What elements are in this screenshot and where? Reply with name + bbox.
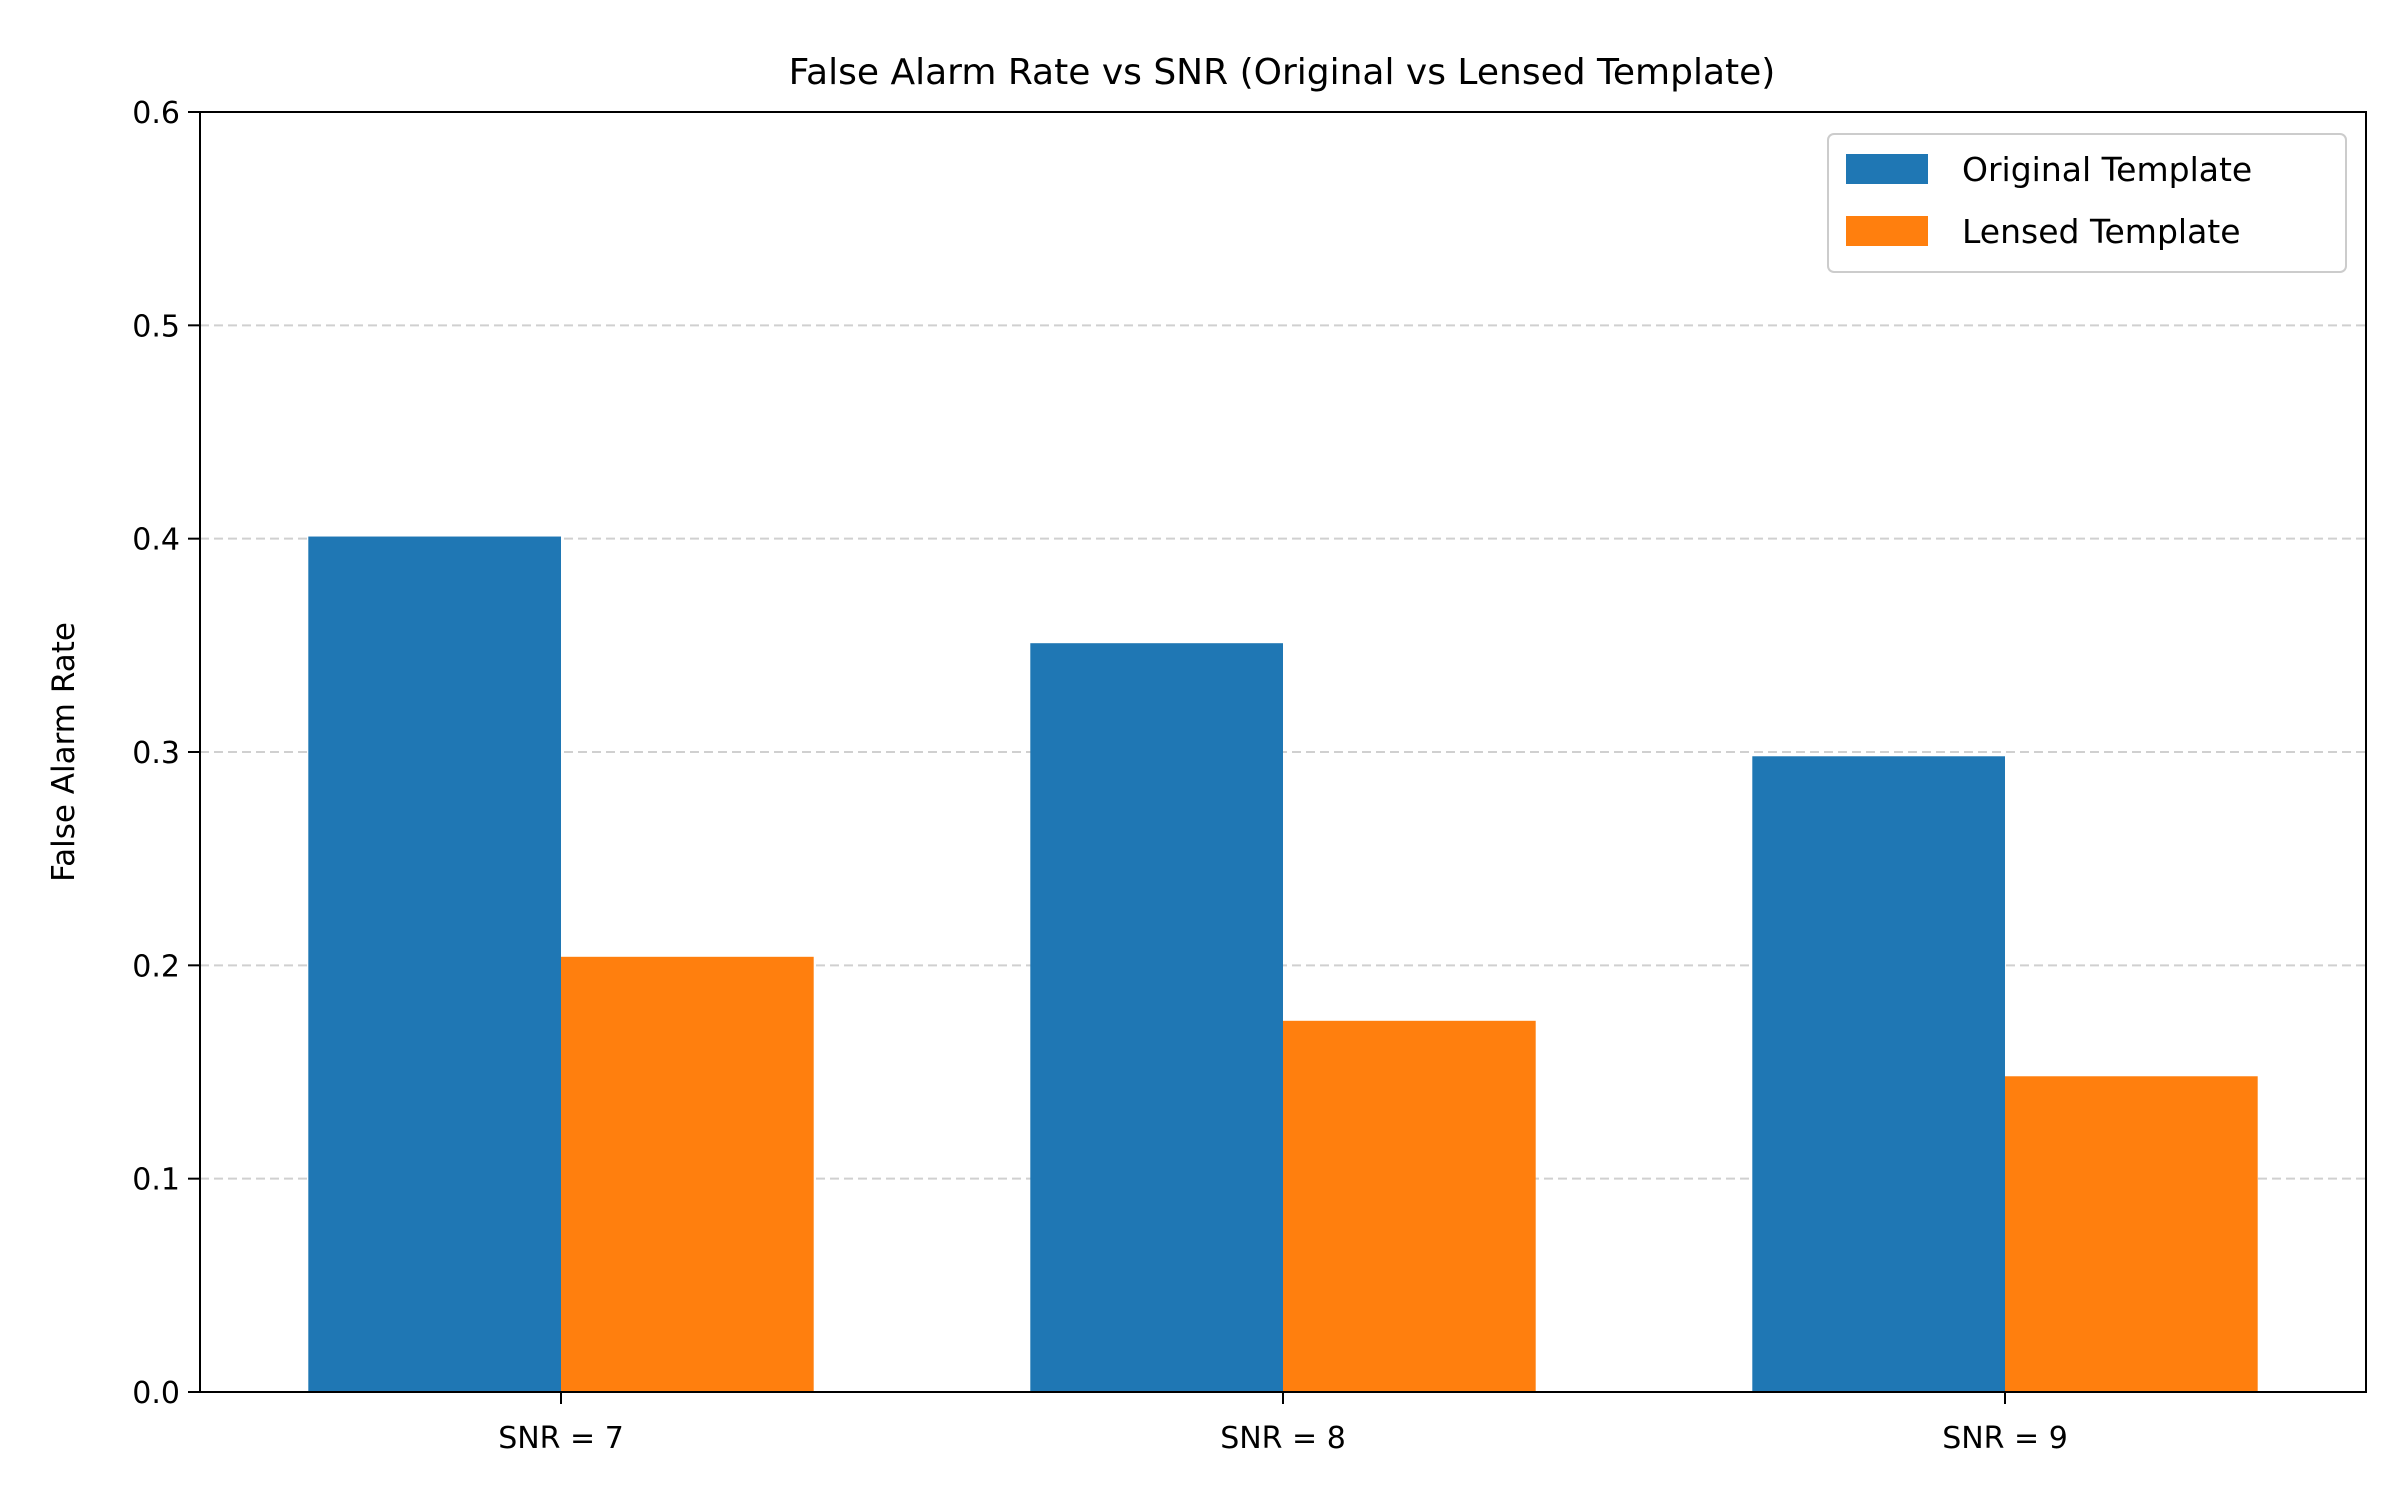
y-tick-label-0: 0.0: [132, 1376, 180, 1411]
legend-swatch-1: [1846, 216, 1928, 246]
y-axis-label: False Alarm Rate: [46, 622, 82, 882]
x-tick-label-1: SNR = 8: [1220, 1421, 1346, 1456]
y-tick-label-1: 0.1: [132, 1163, 180, 1198]
legend-label-0: Original Template: [1962, 150, 2252, 189]
bar-original-template-1: [1030, 643, 1283, 1392]
x-tick-label-0: SNR = 7: [498, 1421, 624, 1456]
y-axis-ticks: 0.0 0.1 0.2 0.3 0.4 0.5 0.6: [132, 96, 200, 1411]
bar-original-template-0: [308, 536, 561, 1392]
plot-frame: [199, 111, 2367, 1393]
y-tick-label-5: 0.5: [132, 309, 180, 344]
y-tick-label-6: 0.6: [132, 96, 180, 131]
y-tick-label-2: 0.2: [132, 949, 180, 984]
bar-original-template-2: [1752, 756, 2005, 1392]
bar-lensed-template-1: [1283, 1020, 1536, 1392]
bars: [308, 536, 2258, 1392]
y-tick-label-4: 0.4: [132, 523, 180, 558]
bar-lensed-template-0: [561, 956, 814, 1392]
legend-label-1: Lensed Template: [1962, 212, 2241, 251]
legend-box: [1827, 133, 2347, 273]
legend: Original Template Lensed Template: [1827, 133, 2347, 273]
x-tick-label-2: SNR = 9: [1942, 1421, 2068, 1456]
legend-swatch-0: [1846, 154, 1928, 184]
chart-title: False Alarm Rate vs SNR (Original vs Len…: [789, 52, 1776, 93]
x-axis-ticks: SNR = 7 SNR = 8 SNR = 9: [498, 1392, 2068, 1456]
bar-lensed-template-2: [2005, 1076, 2258, 1392]
y-tick-label-3: 0.3: [132, 736, 180, 771]
